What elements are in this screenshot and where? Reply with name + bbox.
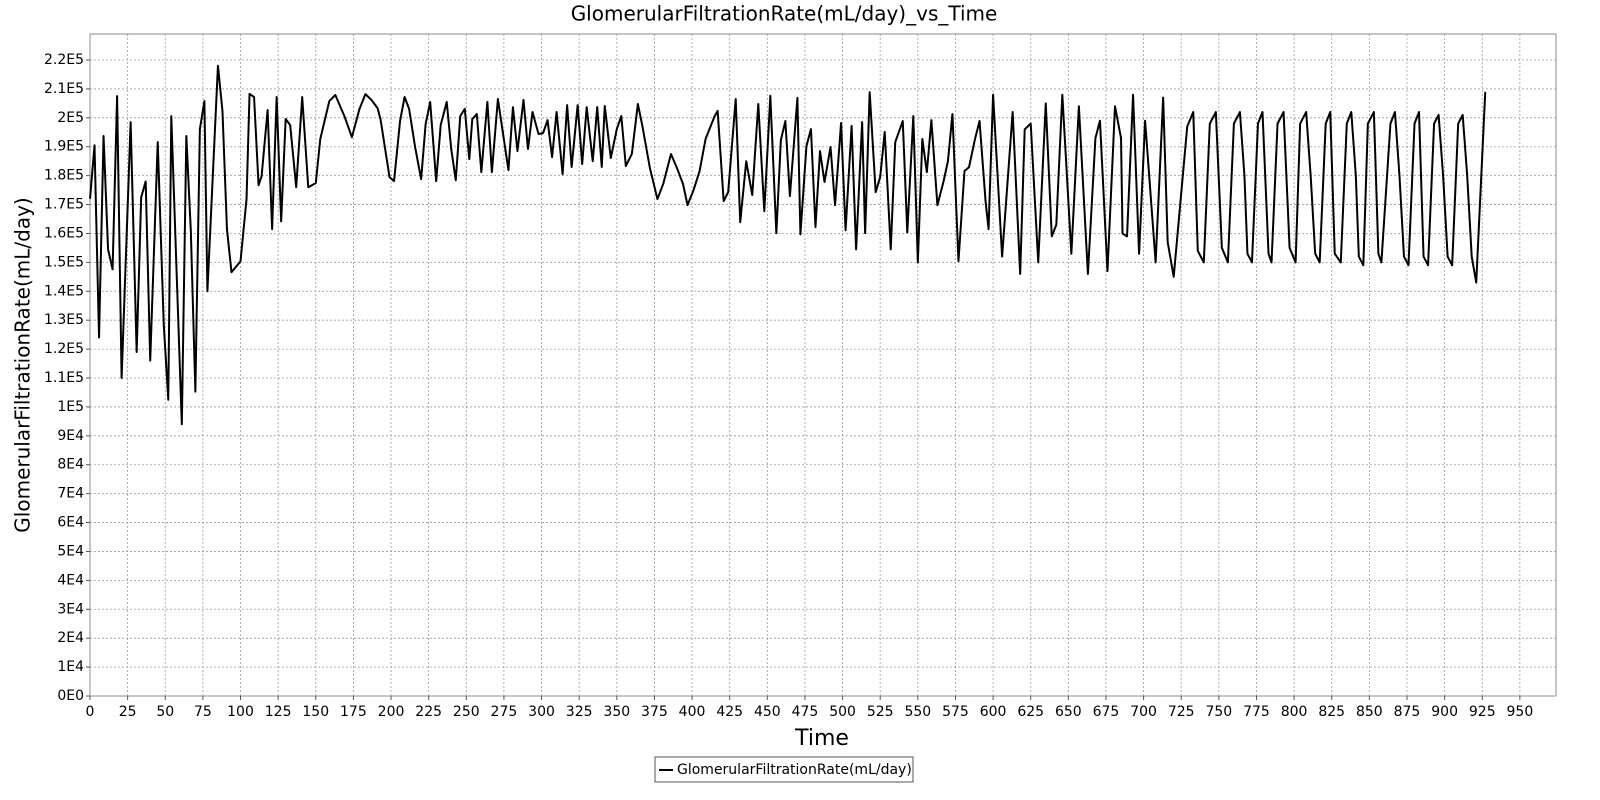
x-tick-label: 925: [1469, 704, 1496, 720]
grid: [89, 34, 1556, 697]
y-tick-label: 6E4: [57, 515, 84, 531]
y-tick-label: 1.6E5: [44, 225, 84, 241]
legend-box: [654, 756, 914, 783]
x-tick-label: 175: [340, 704, 367, 720]
x-tick-label: 500: [829, 704, 856, 720]
y-tick-label: 0E0: [57, 688, 84, 704]
x-tick-label: 950: [1507, 704, 1534, 720]
x-tick-label: 725: [1168, 704, 1195, 720]
x-tick-label: 675: [1093, 704, 1120, 720]
y-tick-label: 1.8E5: [44, 168, 84, 184]
x-tick-label: 375: [641, 704, 668, 720]
y-tick-label: 1.9E5: [44, 139, 84, 155]
legend: GlomerularFiltrationRate(mL/day): [654, 756, 914, 783]
x-tick-label: 400: [679, 704, 706, 720]
y-tick-label: 2E4: [57, 630, 84, 646]
x-tick-label: 250: [453, 704, 480, 720]
y-tick-label: 5E4: [57, 543, 84, 559]
x-tick-label: 600: [980, 704, 1007, 720]
y-tick-label: 7E4: [57, 486, 84, 502]
y-tick-label: 2.1E5: [44, 81, 84, 97]
x-tick-label: 25: [119, 704, 137, 720]
y-tick-label: 1.1E5: [44, 370, 84, 386]
x-tick-label: 700: [1130, 704, 1157, 720]
x-tick-label: 300: [528, 704, 555, 720]
y-tick-label: 3E4: [57, 601, 84, 617]
y-tick-label: 1.7E5: [44, 197, 84, 213]
x-tick-label: 225: [415, 704, 442, 720]
y-axis-label: GlomerularFiltrationRate(mL/day): [11, 197, 35, 532]
x-tick-label: 900: [1431, 704, 1458, 720]
x-tick-label: 800: [1281, 704, 1308, 720]
x-tick-label: 150: [302, 704, 329, 720]
x-tick-label: 50: [156, 704, 174, 720]
y-tick-label: 1.5E5: [44, 254, 84, 270]
x-tick-label: 550: [904, 704, 931, 720]
y-tick-label: 1E4: [57, 659, 84, 675]
x-tick-label: 0: [86, 704, 95, 720]
x-tick-label: 575: [942, 704, 969, 720]
x-tick-label: 350: [603, 704, 630, 720]
y-tick-label: 4E4: [57, 572, 84, 588]
x-tick-label: 125: [265, 704, 292, 720]
y-tick-label: 8E4: [57, 457, 84, 473]
x-tick-label: 875: [1394, 704, 1421, 720]
legend-label: GlomerularFiltrationRate(mL/day): [677, 762, 912, 778]
x-tick-label: 100: [227, 704, 254, 720]
x-axis-label: Time: [794, 726, 849, 751]
x-tick-label: 525: [867, 704, 894, 720]
x-tick-label: 775: [1243, 704, 1270, 720]
x-tick-label: 475: [792, 704, 819, 720]
y-tick-label: 2.2E5: [44, 52, 84, 68]
x-tick-label: 650: [1055, 704, 1082, 720]
y-tick-label: 1E5: [57, 399, 84, 415]
x-tick-label: 825: [1318, 704, 1345, 720]
x-tick-label: 75: [194, 704, 212, 720]
x-tick-label: 750: [1205, 704, 1232, 720]
y-tick-label: 9E4: [57, 428, 84, 444]
plot-area: [89, 33, 1557, 697]
y-tick-label: 2E5: [57, 110, 84, 126]
x-tick-label: 625: [1017, 704, 1044, 720]
y-tick-label: 1.4E5: [44, 283, 84, 299]
y-tick-label: 1.3E5: [44, 312, 84, 328]
chart-title: GlomerularFiltrationRate(mL/day)_vs_Time: [571, 2, 998, 26]
data-line: [89, 64, 1487, 426]
x-tick-label: 450: [754, 704, 781, 720]
x-tick-label: 200: [378, 704, 405, 720]
x-tick-label: 325: [566, 704, 593, 720]
x-tick-label: 850: [1356, 704, 1383, 720]
x-tick-label: 275: [491, 704, 518, 720]
y-tick-label: 1.2E5: [44, 341, 84, 357]
x-tick-label: 425: [716, 704, 743, 720]
